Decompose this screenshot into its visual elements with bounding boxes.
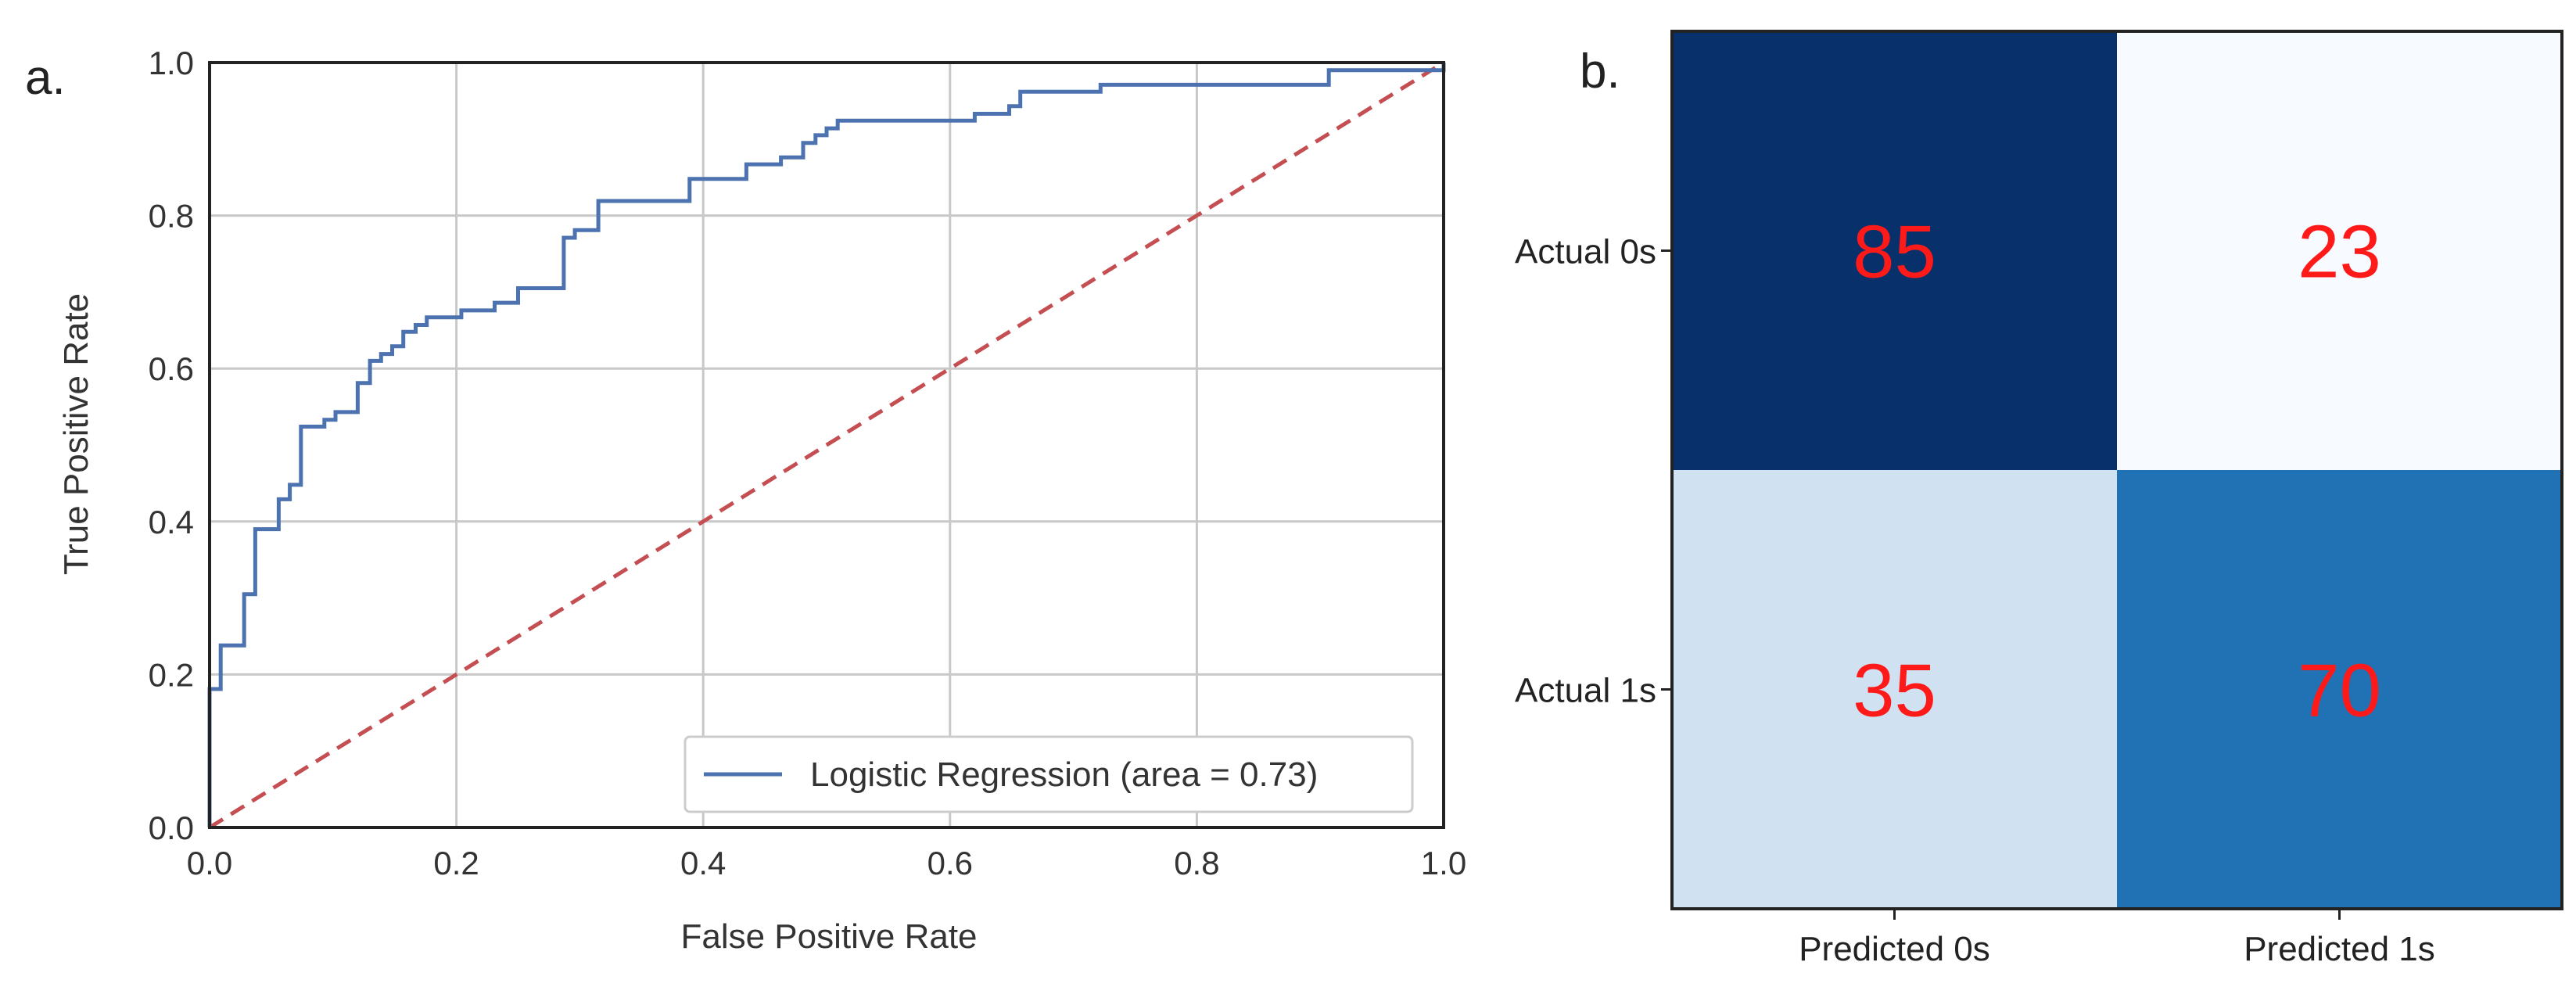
panel-label-b: b. bbox=[1580, 45, 1620, 99]
roc-y-tick-label: 0.2 bbox=[149, 656, 194, 693]
roc-x-tick-label: 1.0 bbox=[1421, 845, 1466, 881]
roc-chart: a. 0.0 0.2 0.4 0.6 0.8 1.0 0.0 0.2 0.4 0.6 0.8 1.0… bbox=[25, 45, 1466, 956]
confusion-matrix-cell bbox=[1672, 31, 2117, 470]
confusion-matrix-col-label: Predicted 1s bbox=[2244, 930, 2435, 968]
confusion-matrix-row-label: Actual 0s bbox=[1515, 233, 1656, 271]
roc-y-tick-label: 1.0 bbox=[149, 45, 194, 81]
confusion-matrix-cell bbox=[2117, 470, 2562, 909]
confusion-matrix-cell bbox=[1672, 470, 2117, 909]
chance-diagonal-line bbox=[208, 60, 1445, 830]
confusion-matrix-col-label: Predicted 0s bbox=[1799, 930, 1990, 968]
roc-y-tick-label: 0.6 bbox=[149, 350, 194, 387]
confusion-matrix-frame bbox=[1670, 30, 2563, 910]
confusion-matrix-col-labels: Predicted 0s Predicted 1s bbox=[1799, 909, 2435, 968]
roc-plot-frame bbox=[208, 61, 1445, 829]
roc-curve-line bbox=[207, 63, 1446, 827]
roc-legend: Logistic Regression (area = 0.73) bbox=[683, 735, 1414, 813]
roc-legend-label: Logistic Regression (area = 0.73) bbox=[810, 756, 1318, 794]
roc-x-tick-label: 0.0 bbox=[187, 845, 232, 881]
roc-x-ticks: 0.0 0.2 0.4 0.6 0.8 1.0 bbox=[187, 845, 1466, 881]
confusion-matrix-chart: b. 85 23 35 70 Actual 0s Actual 1s Predicted… bbox=[1515, 30, 2563, 968]
panel-label-a: a. bbox=[25, 51, 66, 105]
confusion-matrix-value: 85 bbox=[1853, 210, 1936, 294]
roc-y-tick-label: 0.8 bbox=[149, 198, 194, 235]
confusion-matrix-value: 70 bbox=[2298, 649, 2381, 733]
confusion-matrix-cell bbox=[2117, 31, 2562, 470]
roc-x-tick-label: 0.6 bbox=[927, 845, 973, 881]
roc-x-axis-label: False Positive Rate bbox=[680, 917, 977, 956]
roc-y-tick-label: 0.0 bbox=[149, 809, 194, 846]
roc-x-tick-label: 0.8 bbox=[1174, 845, 1219, 881]
confusion-matrix-row-labels: Actual 0s Actual 1s bbox=[1515, 233, 1672, 710]
roc-x-tick-label: 0.4 bbox=[680, 845, 726, 881]
roc-series-group bbox=[207, 60, 1446, 830]
roc-legend-box bbox=[683, 735, 1414, 813]
roc-y-tick-label: 0.4 bbox=[149, 504, 194, 540]
roc-y-ticks: 0.0 0.2 0.4 0.6 0.8 1.0 bbox=[149, 45, 194, 846]
roc-x-tick-label: 0.2 bbox=[433, 845, 479, 881]
confusion-matrix-cells: 85 23 35 70 bbox=[1672, 31, 2562, 909]
roc-y-axis-label: True Positive Rate bbox=[57, 293, 95, 575]
confusion-matrix-value: 35 bbox=[1853, 649, 1936, 733]
confusion-matrix-row-label: Actual 1s bbox=[1515, 672, 1656, 710]
confusion-matrix-value: 23 bbox=[2298, 210, 2381, 294]
